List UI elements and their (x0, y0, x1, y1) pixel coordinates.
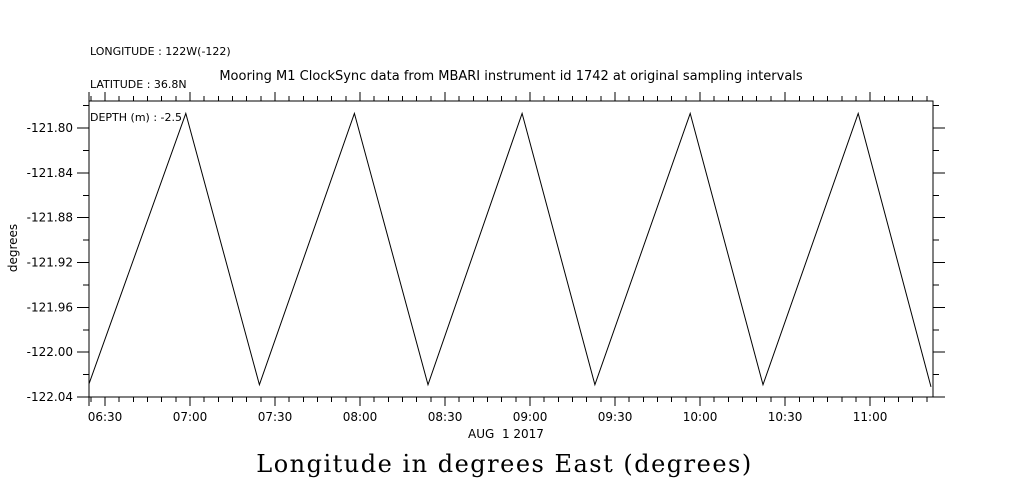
x-axis-date-label: AUG 1 2017 (468, 427, 544, 441)
x-tick-label: 09:30 (598, 410, 633, 424)
y-tick-label: -121.84 (27, 166, 73, 180)
x-tick-label: 08:30 (428, 410, 463, 424)
metadata-block: LONGITUDE : 122W(-122) LATITUDE : 36.8N … (90, 24, 231, 145)
x-tick-label: 08:00 (343, 410, 378, 424)
x-tick-label: 06:30 (88, 410, 123, 424)
figure-caption: Longitude in degrees East (degrees) (256, 450, 753, 478)
metadata-depth: DEPTH (m) : -2.5 (90, 111, 183, 124)
data-line-longitude (88, 111, 932, 388)
x-tick-label: 07:30 (258, 410, 293, 424)
metadata-latitude: LATITUDE : 36.8N (90, 78, 187, 91)
metadata-longitude: LONGITUDE : 122W(-122) (90, 45, 231, 58)
x-tick-label: 07:00 (173, 410, 208, 424)
y-tick-label: -122.04 (27, 390, 73, 404)
x-tick-label: 10:00 (683, 410, 718, 424)
x-tick-label: 09:00 (513, 410, 548, 424)
y-tick-label: -121.88 (27, 211, 73, 225)
y-tick-label: -121.80 (27, 121, 73, 135)
chart-title: Mooring M1 ClockSync data from MBARI ins… (219, 69, 803, 84)
y-tick-label: -122.00 (27, 345, 73, 359)
x-tick-label: 11:00 (853, 410, 888, 424)
y-tick-label: -121.92 (27, 256, 73, 270)
x-tick-label: 10:30 (768, 410, 803, 424)
plot-frame (88, 100, 934, 398)
y-tick-label: -121.96 (27, 300, 73, 314)
